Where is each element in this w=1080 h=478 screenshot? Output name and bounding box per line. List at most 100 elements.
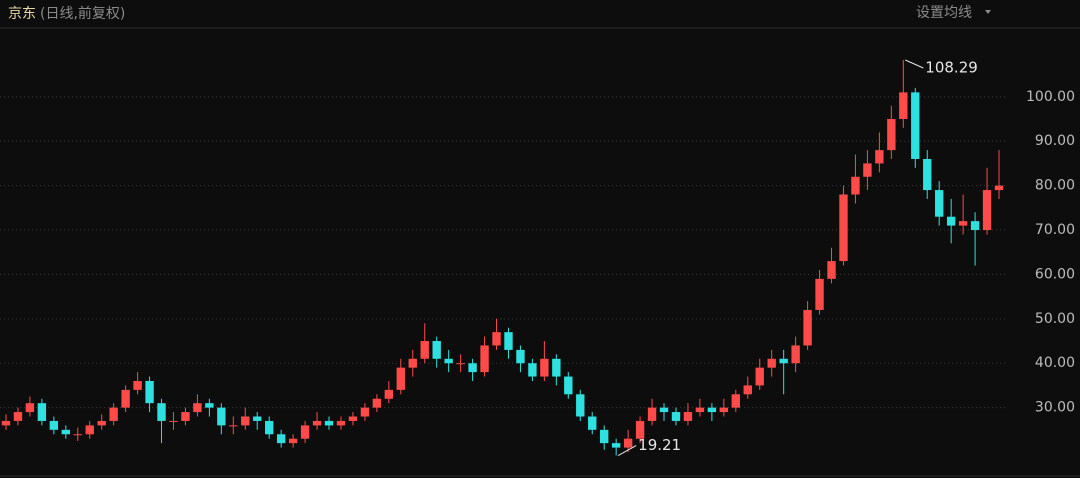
candle-body: [408, 358, 417, 368]
candle-body: [875, 150, 884, 164]
candle-body: [935, 190, 944, 217]
candle-body: [683, 412, 693, 421]
candle-body: [970, 221, 980, 231]
candle-body: [839, 194, 848, 262]
candle-body: [217, 407, 226, 426]
candle-body: [851, 176, 860, 195]
candle-body: [444, 358, 453, 364]
candle-body: [492, 332, 501, 346]
y-tick-label: 80.00: [1035, 178, 1075, 194]
annotation-label: 108.29: [925, 59, 978, 77]
candle-body: [540, 358, 549, 377]
candle-body: [25, 403, 35, 413]
candle-body: [384, 389, 394, 399]
candle-body: [432, 341, 441, 359]
candle-body: [707, 407, 717, 413]
y-tick-label: 90.00: [1035, 133, 1075, 149]
candle-body: [779, 358, 788, 364]
candle-body: [695, 407, 705, 413]
candle-body: [241, 416, 250, 426]
candle-body: [420, 341, 429, 359]
ma-settings-button[interactable]: 设置均线: [916, 5, 972, 21]
candle-body: [109, 407, 118, 421]
candle-body: [456, 363, 465, 365]
candle-body: [743, 385, 752, 395]
candle-body: [611, 443, 621, 448]
candle-body: [13, 412, 23, 421]
candle-body: [623, 438, 633, 448]
y-tick-label: 40.00: [1035, 355, 1075, 371]
candle-body: [121, 389, 130, 408]
candle-body: [205, 403, 214, 408]
candle-body: [372, 398, 382, 408]
candle-body: [911, 92, 920, 159]
candle-body: [671, 412, 681, 421]
candle-body: [324, 420, 334, 426]
dropdown-arrow: [985, 10, 991, 14]
candle-body: [265, 420, 274, 435]
candle-body: [253, 416, 262, 421]
candle-body: [133, 380, 142, 390]
candle-body: [767, 358, 776, 368]
candle-body: [348, 416, 358, 421]
candle-body: [815, 278, 824, 310]
candle-body: [504, 332, 513, 350]
candle-body: [61, 429, 70, 435]
candle-body: [97, 420, 106, 426]
candle-body: [899, 92, 908, 120]
candle-body: [791, 345, 800, 364]
y-tick-label: 70.00: [1035, 222, 1075, 238]
chart-subtitle: (日线,前复权): [40, 5, 125, 22]
candle-body: [564, 376, 573, 395]
y-tick-label: 60.00: [1035, 266, 1075, 282]
candle-body: [85, 425, 94, 435]
candle-body: [312, 420, 322, 426]
annotation-arrow: [617, 445, 637, 456]
candle-body: [169, 420, 178, 422]
candle-body: [300, 425, 310, 439]
candle-body: [588, 416, 597, 430]
candle-body: [396, 367, 405, 390]
candle-body: [528, 363, 537, 377]
candle-body: [887, 119, 896, 151]
candle-body: [827, 261, 836, 279]
candle-body: [193, 403, 202, 413]
chart-title: 京东: [8, 6, 36, 22]
candle-body: [600, 429, 609, 444]
candle-body: [863, 163, 872, 177]
y-tick-label: 30.00: [1035, 400, 1075, 416]
candle-body: [982, 190, 992, 231]
candle-body: [276, 434, 286, 444]
candle-body: [755, 367, 764, 386]
candle-body: [946, 216, 956, 226]
annotation-label: 19.21: [638, 436, 681, 454]
candle-body: [552, 358, 561, 377]
y-tick-label: 50.00: [1035, 311, 1075, 327]
candle-body: [468, 363, 477, 373]
candle-body: [181, 412, 190, 421]
candle-body: [576, 394, 585, 417]
y-tick-label: 100.00: [1026, 89, 1075, 105]
candle-body: [719, 407, 729, 413]
candle-body: [49, 420, 59, 430]
candle-body: [37, 403, 47, 421]
candle-body: [145, 380, 154, 404]
candle-body: [958, 221, 968, 226]
candle-body: [994, 185, 1004, 191]
candle-body: [803, 309, 812, 346]
candle-body: [659, 407, 669, 413]
candle-body: [336, 420, 346, 426]
candle-body: [1, 420, 11, 426]
candle-body: [288, 438, 298, 444]
candle-body: [73, 434, 82, 436]
candle-body: [516, 349, 525, 364]
candle-body: [480, 345, 489, 373]
candle-body: [923, 158, 932, 191]
candle-body: [229, 425, 238, 427]
candle-body: [647, 407, 657, 421]
annotation-arrow: [905, 59, 924, 69]
candle-body: [731, 394, 740, 408]
candle-body: [157, 403, 166, 421]
candle-body: [635, 420, 645, 439]
